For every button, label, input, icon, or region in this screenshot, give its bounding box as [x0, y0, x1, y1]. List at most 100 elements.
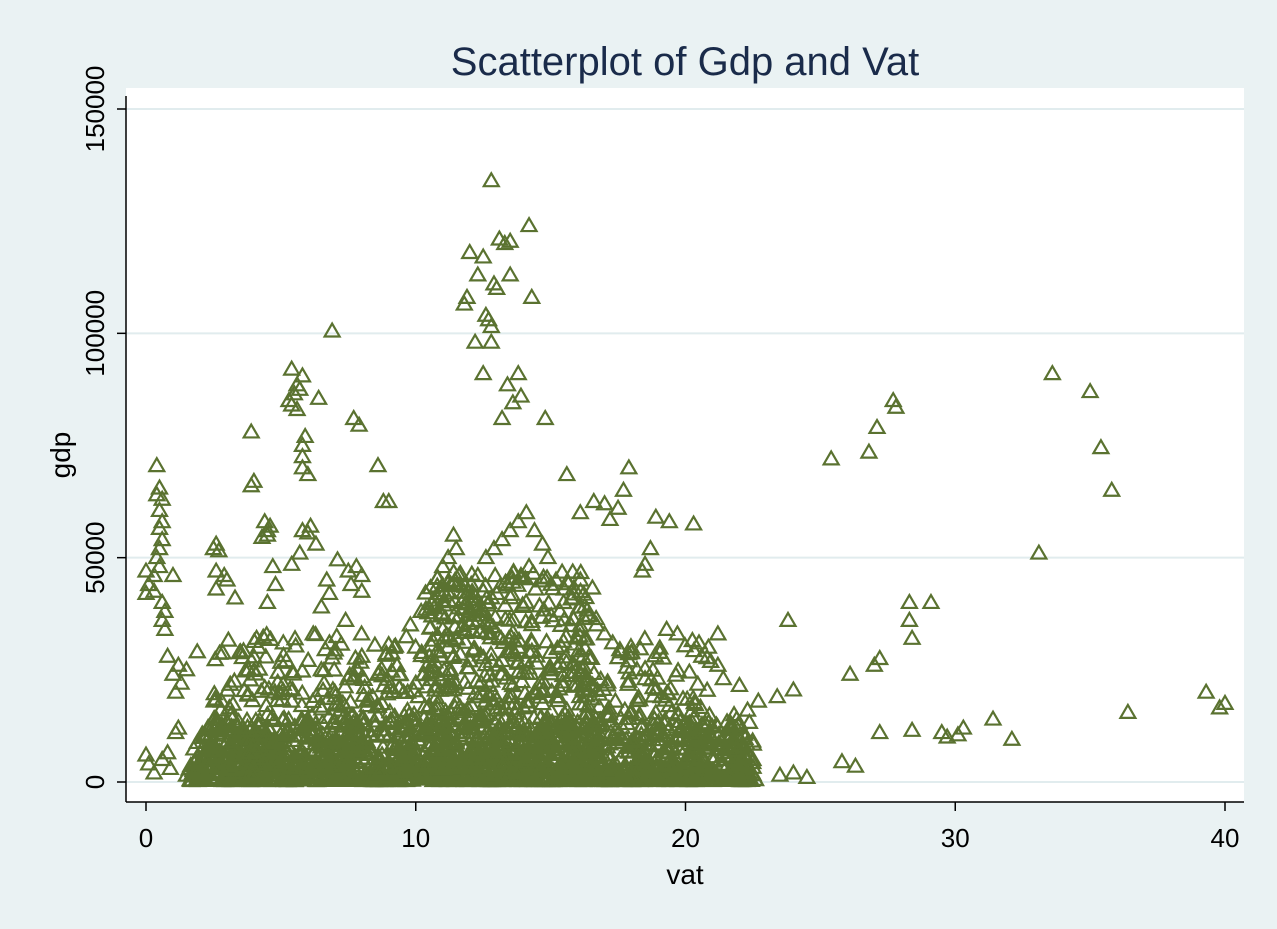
data-point	[598, 672, 618, 689]
data-point	[152, 489, 172, 506]
data-point	[622, 731, 641, 749]
data-point	[266, 754, 285, 771]
data-point	[561, 721, 581, 738]
data-point	[684, 514, 704, 531]
data-point	[677, 689, 697, 706]
data-point	[293, 458, 312, 475]
data-point	[531, 707, 551, 724]
data-point	[474, 648, 493, 665]
data-point	[421, 617, 440, 634]
data-point	[468, 743, 488, 760]
data-point	[544, 770, 563, 788]
data-point	[518, 696, 538, 713]
data-point	[452, 592, 472, 610]
data-point	[301, 516, 320, 533]
data-point	[379, 727, 399, 744]
data-point	[1080, 381, 1100, 399]
data-point	[481, 628, 500, 645]
data-point	[476, 547, 496, 565]
data-point	[447, 741, 466, 758]
data-point	[177, 765, 196, 782]
data-point	[139, 754, 159, 771]
data-point	[492, 408, 512, 426]
data-point	[325, 682, 345, 699]
data-point	[212, 691, 231, 708]
data-point	[921, 592, 941, 610]
data-point	[292, 661, 312, 678]
data-point	[507, 718, 527, 735]
data-point	[207, 713, 227, 730]
data-point	[424, 699, 444, 716]
data-point	[283, 662, 303, 679]
data-point	[482, 742, 502, 759]
data-point	[311, 660, 331, 677]
data-point	[557, 700, 577, 717]
data-point	[527, 653, 547, 670]
data-point	[701, 651, 721, 668]
data-point	[541, 642, 560, 659]
data-point	[438, 547, 458, 565]
data-point	[441, 574, 461, 592]
data-point	[533, 534, 552, 551]
data-point	[713, 669, 733, 686]
data-point	[550, 601, 570, 618]
data-point	[335, 677, 355, 694]
data-point	[729, 753, 749, 770]
data-point	[543, 611, 563, 628]
data-point	[646, 679, 666, 696]
data-point	[635, 669, 655, 686]
data-point	[290, 745, 310, 762]
data-point	[584, 491, 604, 509]
data-point	[607, 732, 627, 750]
data-point	[306, 534, 326, 551]
x-tick-label: 40	[1211, 823, 1240, 853]
data-point	[458, 763, 478, 780]
data-point	[631, 724, 651, 742]
data-point	[479, 675, 499, 693]
data-point	[183, 760, 203, 777]
data-point	[722, 770, 742, 787]
data-point	[578, 606, 598, 623]
data-point	[387, 655, 407, 672]
data-point	[509, 661, 529, 678]
data-point	[467, 757, 487, 774]
data-point	[449, 565, 469, 583]
data-point	[494, 632, 514, 649]
data-point	[257, 705, 277, 722]
data-point	[667, 624, 687, 641]
data-point	[721, 716, 741, 733]
data-point	[608, 498, 628, 515]
data-point	[727, 740, 747, 758]
data-point	[375, 725, 394, 742]
data-point	[317, 570, 337, 587]
data-point	[204, 684, 224, 701]
data-point	[983, 709, 1003, 726]
data-point	[516, 749, 536, 767]
data-point	[1118, 702, 1138, 719]
data-point	[331, 634, 351, 651]
data-point	[870, 722, 890, 740]
data-point	[209, 756, 229, 773]
data-point	[217, 731, 237, 749]
data-point	[468, 565, 488, 583]
data-point	[433, 740, 453, 757]
data-point	[273, 674, 293, 691]
data-point	[446, 539, 466, 556]
data-point	[703, 761, 722, 778]
data-point	[499, 693, 519, 711]
data-point	[498, 375, 517, 392]
data-point	[587, 615, 606, 632]
plot-area	[126, 88, 1244, 802]
data-point	[675, 636, 695, 653]
data-point	[422, 669, 442, 687]
data-point	[485, 607, 505, 624]
data-point	[193, 761, 213, 778]
data-point	[554, 579, 574, 596]
data-point	[428, 665, 448, 682]
data-point	[544, 739, 564, 757]
data-point	[224, 671, 244, 688]
data-point	[218, 630, 238, 647]
data-point	[376, 713, 396, 731]
data-point	[743, 749, 763, 767]
data-point	[349, 415, 369, 432]
